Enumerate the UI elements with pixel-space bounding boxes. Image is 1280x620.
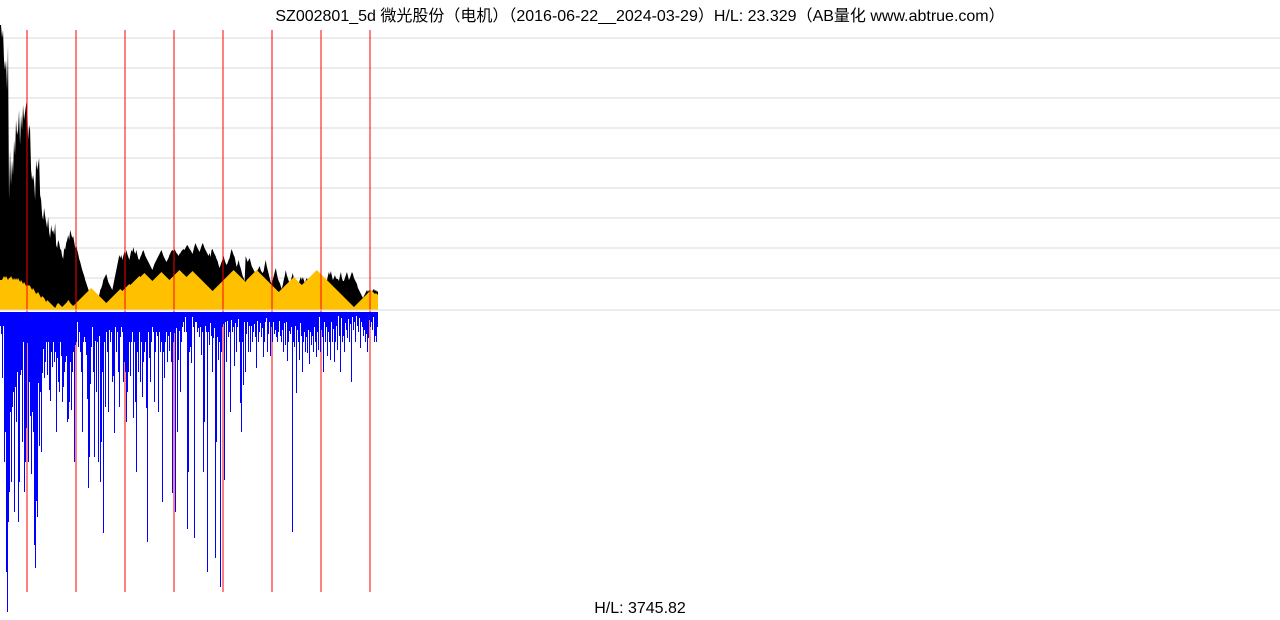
bottom-label: H/L: 3745.82	[0, 600, 1280, 618]
chart-container: SZ002801_5d 微光股份（电机）（2016-06-22__2024-03…	[0, 0, 1280, 620]
chart-svg	[0, 0, 1280, 620]
